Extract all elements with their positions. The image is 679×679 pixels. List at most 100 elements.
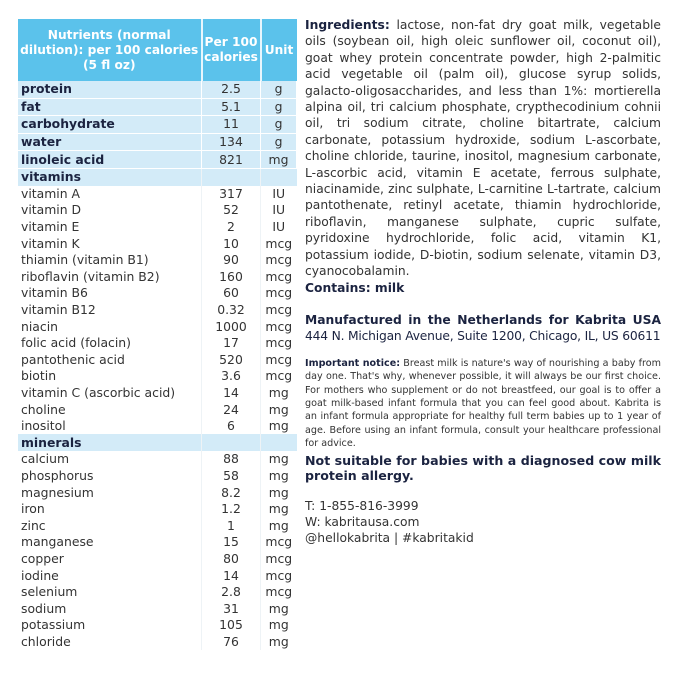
ingredients: Ingredients: lactose, non-fat dry goat m… bbox=[305, 17, 661, 280]
header-unit: Unit bbox=[260, 19, 297, 81]
nutrient-name: vitamins bbox=[18, 168, 202, 186]
table-row: chloride 76 mg bbox=[18, 633, 297, 651]
nutrient-value: 1000 bbox=[201, 318, 261, 335]
nutrient-value: 821 bbox=[201, 150, 261, 169]
table-row: vitamin B12 0.32 mcg bbox=[18, 301, 297, 319]
nutrient-name: vitamin C (ascorbic acid) bbox=[18, 384, 202, 402]
section-row: vitamins bbox=[18, 168, 297, 186]
nutrient-value: 52 bbox=[201, 202, 261, 219]
table-row: protein 2.5 g bbox=[18, 81, 297, 99]
nutrient-unit: mg bbox=[268, 484, 289, 500]
nutrient-unit: g bbox=[260, 81, 297, 99]
table-row: vitamin A 317 IU bbox=[18, 185, 297, 203]
nutrient-value: 5.1 bbox=[201, 98, 261, 117]
table-row: zinc 1 mg bbox=[18, 517, 297, 535]
nutrient-unit: mg bbox=[268, 418, 289, 434]
nutrient-unit: mcg bbox=[265, 550, 293, 566]
nutrient-unit: mcg bbox=[265, 584, 293, 600]
nutrient-unit: mcg bbox=[265, 368, 293, 384]
table-row: copper 80 mcg bbox=[18, 550, 297, 568]
nutrient-name: vitamin K bbox=[18, 235, 202, 252]
nutrient-value: 76 bbox=[201, 633, 261, 651]
social-handles: @hellokabrita | #kabritakid bbox=[305, 531, 474, 546]
table-row: vitamin D 52 IU bbox=[18, 202, 297, 219]
allergy-warning: Not suitable for babies with a diagnosed… bbox=[305, 452, 661, 484]
table-header: Nutrients (normal dilution): per 100 cal… bbox=[18, 19, 297, 81]
table-row: vitamin K 10 mcg bbox=[18, 235, 297, 252]
nutrient-value: 6 bbox=[201, 417, 261, 435]
table-row: pantothenic acid 520 mcg bbox=[18, 351, 297, 369]
nutrient-value: 31 bbox=[201, 600, 261, 617]
nutrient-name: niacin bbox=[18, 318, 202, 335]
nutrient-name: water bbox=[18, 133, 202, 152]
table-row: vitamin E 2 IU bbox=[18, 218, 297, 236]
nutrient-name: vitamin E bbox=[18, 218, 202, 236]
table-row: vitamin B6 60 mcg bbox=[18, 285, 297, 302]
nutrient-unit: mg bbox=[268, 600, 289, 616]
nutrient-unit: mcg bbox=[265, 285, 293, 301]
section-row: minerals bbox=[18, 434, 297, 452]
table-row: biotin 3.6 mcg bbox=[18, 368, 297, 385]
nutrient-unit: mcg bbox=[265, 351, 293, 367]
nutrient-unit: mcg bbox=[265, 235, 293, 251]
table-row: linoleic acid 821 mg bbox=[18, 150, 297, 169]
table-row: thiamin (vitamin B1) 90 mcg bbox=[18, 251, 297, 269]
nutrient-name: selenium bbox=[18, 583, 202, 601]
nutrition-table: Nutrients (normal dilution): per 100 cal… bbox=[18, 19, 297, 651]
manufacturer-line: Manufactured in the Netherlands for Kabr… bbox=[305, 312, 661, 327]
nutrient-value: 0.32 bbox=[201, 301, 261, 319]
table-row: potassium 105 mg bbox=[18, 617, 297, 634]
nutrient-name: chloride bbox=[18, 633, 202, 651]
header-nutrients: Nutrients (normal dilution): per 100 cal… bbox=[18, 19, 203, 81]
nutrient-value: 2 bbox=[201, 218, 261, 236]
nutrient-value: 105 bbox=[201, 617, 261, 634]
nutrient-unit: mcg bbox=[265, 335, 293, 351]
nutrient-unit: mg bbox=[268, 617, 289, 633]
nutrient-name: riboflavin (vitamin B2) bbox=[18, 268, 202, 286]
nutrient-value: 8.2 bbox=[201, 484, 261, 501]
nutrient-unit: g bbox=[260, 115, 297, 134]
table-row: folic acid (folacin) 17 mcg bbox=[18, 334, 297, 352]
manufacturer-address: 444 N. Michigan Avenue, Suite 1200, Chic… bbox=[305, 329, 661, 344]
nutrient-name: pantothenic acid bbox=[18, 351, 202, 369]
nutrient-value: 317 bbox=[201, 185, 261, 203]
nutrient-name: linoleic acid bbox=[18, 150, 202, 169]
nutrient-unit: mg bbox=[268, 501, 289, 517]
nutrient-unit: mg bbox=[268, 467, 289, 483]
nutrient-unit: g bbox=[260, 98, 297, 117]
nutrient-value: 58 bbox=[201, 467, 261, 485]
nutrient-name: iron bbox=[18, 500, 202, 518]
nutrient-unit: mcg bbox=[265, 318, 293, 334]
nutrient-value: 1.2 bbox=[201, 500, 261, 518]
table-row: iron 1.2 mg bbox=[18, 500, 297, 518]
nutrient-name: potassium bbox=[18, 617, 202, 634]
label-text: Ingredients: lactose, non-fat dry goat m… bbox=[305, 17, 661, 547]
nutrient-unit: mg bbox=[268, 633, 289, 649]
table-row: calcium 88 mg bbox=[18, 451, 297, 468]
nutrient-name: calcium bbox=[18, 451, 202, 468]
table-row: phosphorus 58 mg bbox=[18, 467, 297, 485]
nutrient-unit bbox=[260, 434, 297, 452]
table-row: selenium 2.8 mcg bbox=[18, 583, 297, 601]
table-row: water 134 g bbox=[18, 133, 297, 152]
nutrient-unit: mg bbox=[260, 150, 297, 169]
website: W: kabritausa.com bbox=[305, 514, 420, 529]
nutrient-value bbox=[201, 168, 261, 186]
nutrient-value: 160 bbox=[201, 268, 261, 286]
nutrient-name: vitamin B12 bbox=[18, 301, 202, 319]
ingredients-label: Ingredients: bbox=[305, 18, 390, 32]
nutrient-name: vitamin A bbox=[18, 185, 202, 203]
nutrient-unit: g bbox=[260, 133, 297, 152]
nutrient-value: 10 bbox=[201, 235, 261, 252]
nutrient-name: vitamin D bbox=[18, 202, 202, 219]
table-row: niacin 1000 mcg bbox=[18, 318, 297, 335]
table-row: choline 24 mg bbox=[18, 401, 297, 418]
nutrient-unit: IU bbox=[272, 185, 286, 201]
nutrient-unit: mcg bbox=[265, 302, 293, 318]
nutrient-unit: IU bbox=[272, 202, 286, 218]
notice-text: Breast milk is nature's way of nourishin… bbox=[305, 357, 661, 450]
nutrient-name: folic acid (folacin) bbox=[18, 334, 202, 352]
nutrient-name: phosphorus bbox=[18, 467, 202, 485]
ingredients-text: lactose, non-fat dry goat milk, vegetabl… bbox=[305, 18, 661, 279]
nutrient-value: 14 bbox=[201, 384, 261, 402]
